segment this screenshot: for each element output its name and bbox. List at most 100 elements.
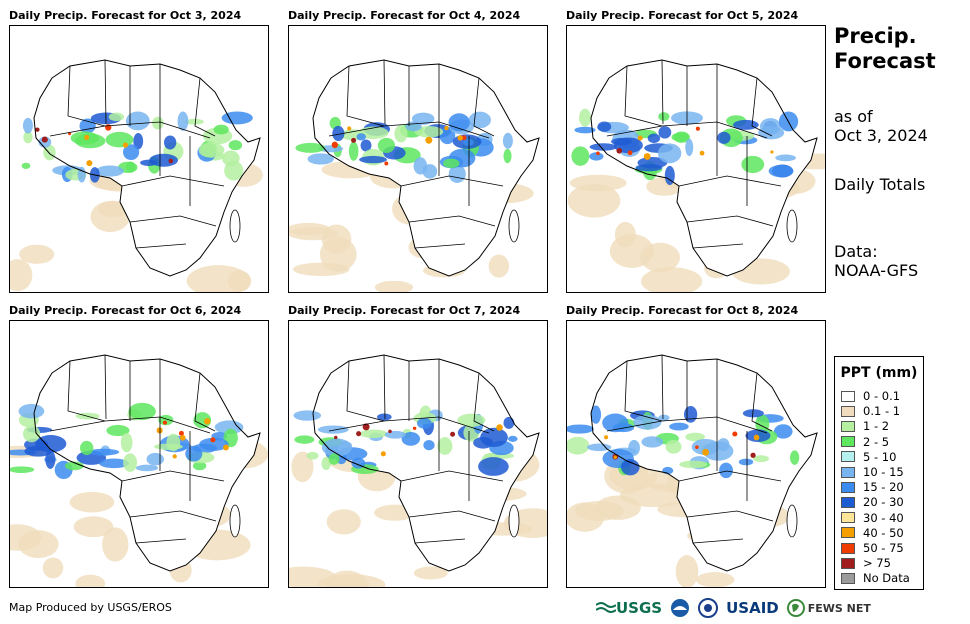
rain-cell (108, 112, 125, 122)
legend-swatch (841, 512, 855, 524)
heavy-rain-cell (770, 150, 774, 154)
totals-text: Daily Totals (834, 175, 926, 194)
country-border (692, 243, 744, 249)
legend-swatch (841, 572, 855, 584)
legend-item: 5 - 10 (841, 450, 896, 464)
heavy-rain-cell (596, 151, 600, 156)
heavy-rain-cell (384, 161, 389, 166)
country-border (414, 538, 466, 544)
data-source-text: Data: NOAA-GFS (834, 242, 918, 280)
country-border (473, 372, 495, 432)
legend-swatch (841, 436, 855, 448)
rain-cell (463, 138, 474, 147)
forecast-panel-oct-5: Daily Precip. Forecast for Oct 5, 2024 (566, 9, 826, 299)
rain-cell (384, 430, 406, 439)
country-border (383, 59, 386, 125)
rain-cell (443, 158, 460, 169)
legend-item: 50 - 75 (841, 541, 904, 555)
rain-cell (587, 443, 612, 452)
legend-item: 15 - 20 (841, 480, 904, 494)
fews-net-text: FEWS NET (807, 601, 871, 615)
data-source: NOAA-GFS (834, 261, 919, 280)
rain-cell (468, 111, 491, 129)
land-area (313, 355, 539, 571)
legend-item: No Data (841, 571, 910, 585)
rain-cell (321, 438, 352, 457)
legend-label: 0 - 0.1 (863, 389, 901, 403)
country-border (400, 470, 504, 482)
rain-cell (228, 140, 243, 151)
rain-cell (377, 413, 392, 421)
panel-title: Daily Precip. Forecast for Oct 7, 2024 (288, 304, 521, 317)
panel-title: Daily Precip. Forecast for Oct 8, 2024 (566, 304, 799, 317)
forecast-panel-oct-4: Daily Precip. Forecast for Oct 4, 2024 (288, 9, 548, 299)
light-rain-area (10, 259, 33, 292)
heavy-rain-cell (604, 435, 609, 440)
africa-map-svg (10, 59, 263, 292)
heavy-rain-cell (444, 125, 449, 131)
rain-cell (317, 425, 349, 434)
country-border (104, 354, 107, 420)
rain-cell (423, 439, 435, 451)
country-border (49, 121, 211, 139)
rain-cell (120, 432, 133, 453)
rain-cell (22, 117, 33, 134)
rain-cell (755, 414, 770, 433)
light-rain-area (695, 572, 735, 587)
heavy-rain-cell (86, 160, 93, 167)
heavy-rain-cell (388, 429, 392, 434)
light-rain-area (319, 237, 357, 272)
rain-cell (106, 424, 130, 437)
rain-cell (43, 144, 56, 161)
country-border (194, 372, 216, 432)
rain-cell (394, 125, 408, 143)
heavy-rain-cell (637, 135, 643, 141)
light-rain-area (374, 280, 414, 292)
rain-cell (221, 111, 253, 125)
madagascar-outline (229, 209, 241, 243)
country-border (473, 77, 495, 137)
rain-cell (213, 124, 229, 135)
legend-label: No Data (863, 571, 910, 586)
heavy-rain-cell (412, 426, 417, 431)
panel-title: Daily Precip. Forecast for Oct 4, 2024 (288, 9, 521, 22)
side-title-line1: Precip. (834, 24, 917, 48)
rain-cell (478, 457, 509, 476)
rain-cell (664, 165, 675, 186)
rain-cell (293, 410, 322, 421)
light-rain-area (488, 254, 510, 278)
panel-title: Daily Precip. Forecast for Oct 6, 2024 (9, 304, 242, 317)
usaid-logo: USAID (726, 599, 779, 617)
heavy-rain-cell (695, 445, 699, 450)
heavy-rain-cell (122, 142, 129, 148)
rain-cell (192, 461, 207, 471)
rain-cell (717, 131, 731, 144)
country-border (606, 121, 768, 139)
side-title-line2: Forecast (834, 49, 936, 73)
madagascar-outline (786, 504, 798, 538)
heavy-rain-cell (35, 127, 40, 132)
rain-cell (359, 155, 387, 164)
light-rain-area (186, 265, 251, 292)
rain-cell (122, 144, 140, 161)
heavy-rain-cell (331, 141, 338, 148)
country-border (104, 59, 107, 125)
land-area (591, 60, 817, 276)
rain-cell (597, 121, 612, 132)
rain-cell (567, 436, 590, 455)
rain-cell (579, 108, 592, 127)
rain-cell (23, 131, 33, 144)
legend-label: 15 - 20 (863, 480, 904, 495)
light-rain-area (413, 566, 448, 580)
precip-map (288, 25, 548, 293)
legend-item: 40 - 50 (841, 526, 904, 540)
rain-cell (356, 133, 366, 141)
heavy-rain-cell (627, 150, 633, 156)
rain-cell (411, 112, 435, 125)
rain-cell (589, 152, 604, 161)
country-border (408, 215, 496, 227)
rain-cell (789, 450, 800, 465)
rain-cell (80, 440, 94, 456)
data-label: Data: (834, 242, 878, 261)
rain-cell (133, 132, 144, 150)
